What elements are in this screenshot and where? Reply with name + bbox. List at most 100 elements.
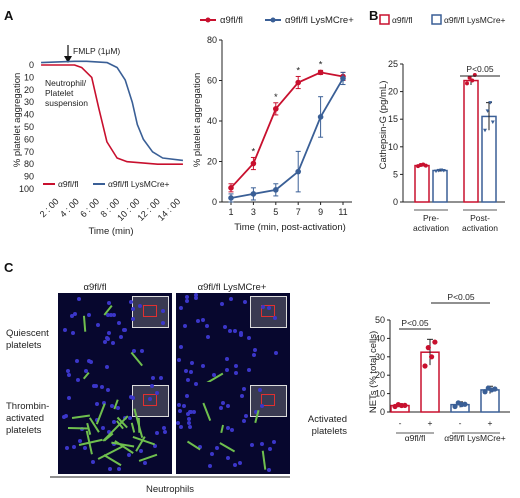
nucleus-stain xyxy=(90,460,95,465)
a-right-point-ko xyxy=(295,168,302,175)
panel-letter-b: B xyxy=(369,8,378,23)
a-right-xtick: 7 xyxy=(296,207,301,217)
c-datapoint xyxy=(452,403,458,410)
a-right-ylabel: % platelet aggregation xyxy=(192,73,203,168)
a-right-point-wt xyxy=(273,106,279,112)
b-legend-wt: α9fl/fl xyxy=(392,15,413,25)
nucleus-stain xyxy=(103,340,108,345)
nucleus-stain xyxy=(200,318,205,323)
c-ytick: 30 xyxy=(375,352,385,362)
nucleus-stain xyxy=(182,323,187,328)
c-ytick: 40 xyxy=(375,333,385,343)
b-datapoint-ko xyxy=(483,128,487,133)
a-right-significance-star: * xyxy=(274,92,278,103)
micrograph-quiescent-ko xyxy=(176,293,290,385)
nucleus-stain xyxy=(182,404,187,409)
nucleus-stain xyxy=(126,453,131,458)
b-bar-wt xyxy=(463,79,479,203)
b-datapoint-wt xyxy=(470,78,475,83)
net-fiber xyxy=(130,352,143,367)
a-right-line-wt xyxy=(230,71,344,189)
aggregation-time-course-chart: α9fl/fl α9fl/fl LysMCre+ % platelet aggr… xyxy=(192,15,354,233)
nucleus-stain xyxy=(95,401,100,406)
nucleus-stain xyxy=(266,467,271,472)
c-significance-1: P<0.05 xyxy=(401,318,428,328)
a-left-ytick: 0 xyxy=(29,60,34,70)
nucleus-stain xyxy=(161,309,166,314)
nucleus-stain xyxy=(100,384,105,389)
a-right-significance-star: * xyxy=(319,59,323,70)
nucleus-stain xyxy=(116,467,121,472)
nucleus-stain xyxy=(225,368,230,373)
a-right-line-ko xyxy=(230,78,344,199)
nucleus-stain xyxy=(179,344,184,349)
nucleus-stain xyxy=(154,430,159,435)
net-fiber xyxy=(96,403,106,425)
b-legend-ko-swatch xyxy=(431,14,442,25)
a-left-xtick: 14 : 00 xyxy=(156,196,183,223)
nucleus-stain xyxy=(159,376,164,381)
nucleus-stain xyxy=(83,369,88,374)
nucleus-stain xyxy=(115,405,120,410)
net-fiber xyxy=(103,454,122,467)
b-ytick: 20 xyxy=(388,87,398,97)
nucleus-stain xyxy=(242,419,247,424)
nucleus-stain xyxy=(76,377,81,382)
nucleus-stain xyxy=(71,331,76,336)
nucleus-stain xyxy=(64,445,69,450)
nucleus-stain xyxy=(243,300,248,305)
nucleus-stain xyxy=(196,319,201,324)
nucleus-stain xyxy=(214,445,219,450)
c-significance-2: P<0.05 xyxy=(447,292,474,302)
a-left-legend-wt: α9fl/fl xyxy=(58,179,79,189)
b-datapoint-ko xyxy=(436,169,441,173)
micrograph-col-1: α9fl/fl xyxy=(84,282,107,293)
c-ytick: 0 xyxy=(380,407,385,417)
nucleus-stain xyxy=(72,312,77,317)
b-datapoint-wt xyxy=(465,81,469,86)
a-left-ytick: 10 xyxy=(24,72,34,82)
nucleus-stain xyxy=(240,394,245,399)
nucleus-stain xyxy=(176,420,180,425)
a-right-point-ko xyxy=(273,187,279,193)
c-datapoint xyxy=(429,354,435,360)
a-left-ytick: 90 xyxy=(24,172,34,182)
nucleus-stain xyxy=(86,313,91,318)
b-ytick: 5 xyxy=(393,169,398,179)
nucleus-stain xyxy=(187,417,191,422)
nucleus-stain xyxy=(247,335,252,340)
nucleus-stain xyxy=(204,323,209,328)
nucleus-stain xyxy=(272,315,277,320)
net-fiber xyxy=(131,422,136,433)
a-right-significance-star: * xyxy=(252,146,256,157)
nucleus-stain xyxy=(139,349,144,354)
a-right-legend-ko: α9fl/fl LysMCre+ xyxy=(285,15,354,26)
a-right-ytick: 0 xyxy=(212,197,217,207)
fmlp-label: FMLP (1μM) xyxy=(73,46,120,56)
nucleus-stain xyxy=(110,403,115,408)
nucleus-stain xyxy=(184,294,189,299)
b-datapoint-ko xyxy=(490,120,495,124)
nucleus-stain xyxy=(188,410,193,415)
nucleus-stain xyxy=(176,358,181,363)
nucleus-stain xyxy=(131,396,136,401)
nucleus-stain xyxy=(95,323,100,328)
nucleus-stain xyxy=(178,408,183,413)
nucleus-stain xyxy=(77,297,82,302)
nucleus-stain xyxy=(209,452,214,457)
c-datapoint xyxy=(492,386,498,392)
a-right-xtick: 3 xyxy=(251,207,256,217)
micrograph-row-1b: platelets xyxy=(6,340,42,351)
nucleus-stain xyxy=(229,427,234,432)
nucleus-stain xyxy=(226,403,231,408)
a-right-ytick: 40 xyxy=(207,116,217,126)
nucleus-stain xyxy=(79,427,84,432)
neutrophils-label: Neutrophils xyxy=(146,484,194,495)
nucleus-stain xyxy=(117,321,122,326)
nucleus-stain xyxy=(101,425,106,430)
nucleus-stain xyxy=(67,396,72,401)
c-cat-2: + xyxy=(428,418,433,428)
cathepsin-g-chart: α9fl/fl α9fl/fl LysMCre+ Cathepsin-G (pg… xyxy=(378,14,506,233)
